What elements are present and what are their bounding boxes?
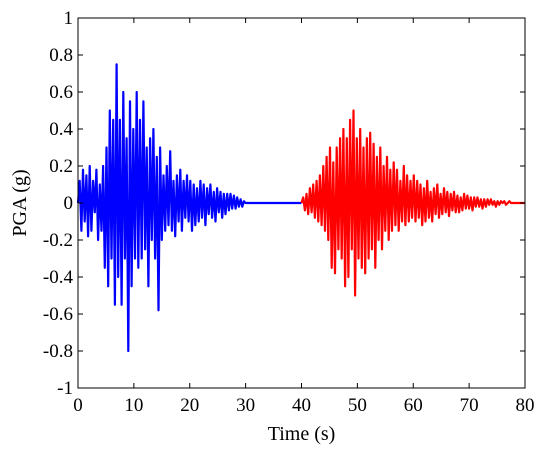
y-tick-label: 0 xyxy=(64,193,74,214)
x-tick-label: 0 xyxy=(73,395,83,416)
series-line-1 xyxy=(76,63,302,353)
y-tick-label: -0.2 xyxy=(43,230,73,251)
y-tick-label: -0.4 xyxy=(43,267,74,288)
y-tick-label: 0.2 xyxy=(49,156,73,177)
x-tick-label: 80 xyxy=(516,395,535,416)
tick-labels: 0 10 20 30 40 50 60 70 80 -1 -0.8 -0.6 -0.4 -0.2 0 0.2 0… xyxy=(43,8,535,416)
y-tick-label: 0.4 xyxy=(49,119,73,140)
x-tick-label: 30 xyxy=(236,395,255,416)
y-tick-label: -0.6 xyxy=(43,304,73,325)
y-tick-label: 0.6 xyxy=(49,82,73,103)
x-tick-label: 70 xyxy=(460,395,479,416)
series-layer xyxy=(76,63,525,353)
y-tick-label: -0.8 xyxy=(43,341,73,362)
x-tick-label: 20 xyxy=(180,395,199,416)
y-tick-label: -1 xyxy=(57,378,73,399)
series-line-2 xyxy=(300,109,525,297)
x-tick-label: 60 xyxy=(404,395,423,416)
ticks-layer xyxy=(77,17,526,389)
x-tick-label: 10 xyxy=(124,395,143,416)
x-tick-label: 40 xyxy=(292,395,311,416)
x-axis-title: Time (s) xyxy=(268,423,336,445)
y-tick-label: 0.8 xyxy=(49,45,73,66)
x-tick-label: 50 xyxy=(348,395,367,416)
y-tick-label: 1 xyxy=(64,8,74,29)
y-axis-title: PGA (g) xyxy=(9,169,31,236)
